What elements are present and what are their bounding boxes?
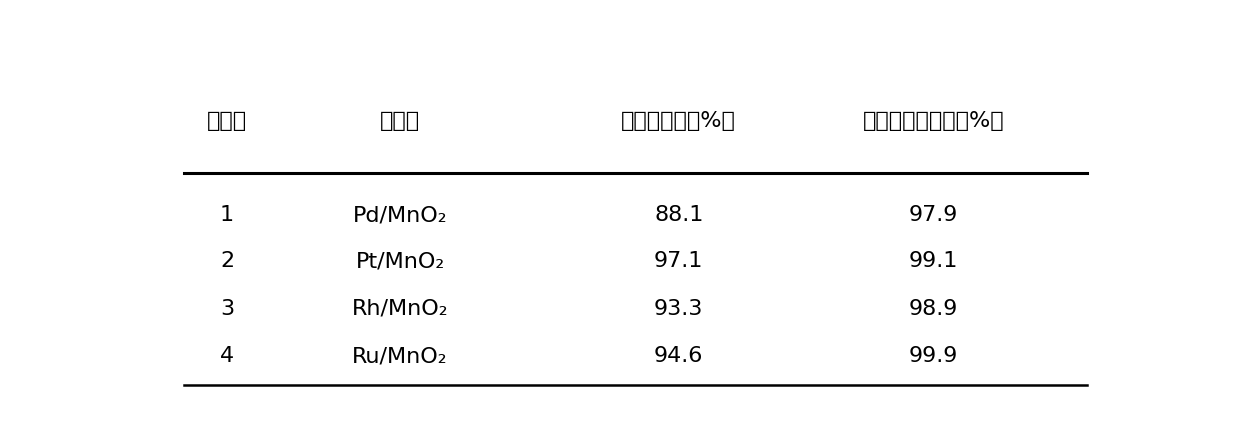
Text: 99.9: 99.9: [909, 346, 959, 366]
Text: 93.3: 93.3: [653, 299, 703, 319]
Text: 88.1: 88.1: [653, 205, 703, 225]
Text: Ru/MnO₂: Ru/MnO₂: [352, 346, 448, 366]
Text: Pt/MnO₂: Pt/MnO₂: [356, 251, 445, 271]
Text: 甲醛转化率（%）: 甲醛转化率（%）: [621, 110, 737, 131]
Text: 实施例: 实施例: [207, 110, 247, 131]
Text: 催化剂: 催化剂: [379, 110, 420, 131]
Text: 94.6: 94.6: [653, 346, 703, 366]
Text: 1: 1: [219, 205, 234, 225]
Text: Rh/MnO₂: Rh/MnO₂: [352, 299, 449, 319]
Text: 2: 2: [219, 251, 234, 271]
Text: 二氧化碳选择性（%）: 二氧化碳选择性（%）: [863, 110, 1004, 131]
Text: 97.9: 97.9: [909, 205, 959, 225]
Text: 4: 4: [219, 346, 234, 366]
Text: Pd/MnO₂: Pd/MnO₂: [352, 205, 448, 225]
Text: 97.1: 97.1: [653, 251, 703, 271]
Text: 98.9: 98.9: [909, 299, 959, 319]
Text: 3: 3: [219, 299, 234, 319]
Text: 99.1: 99.1: [909, 251, 959, 271]
